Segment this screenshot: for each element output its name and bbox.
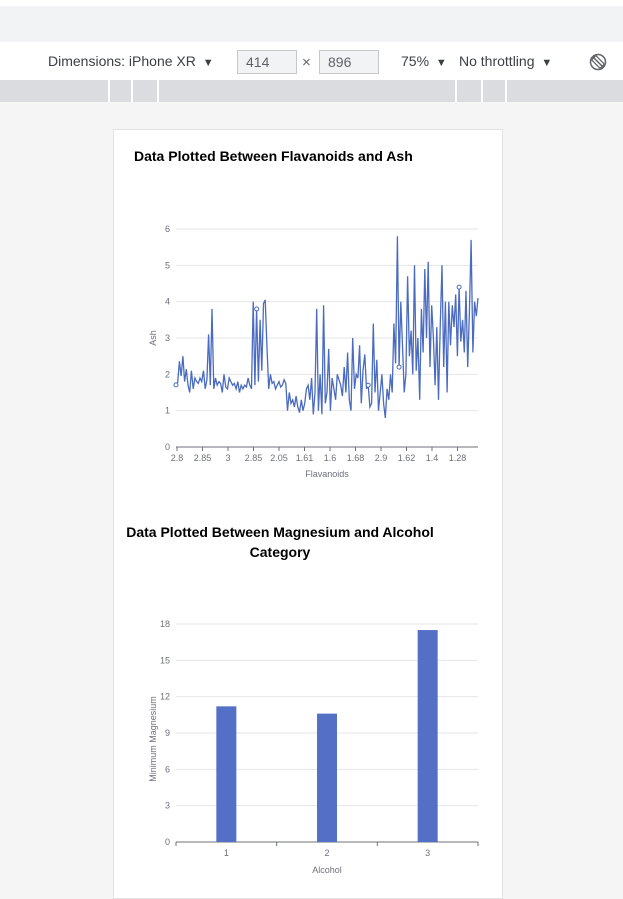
y-tick-label: 2 bbox=[165, 369, 170, 379]
times-symbol: × bbox=[302, 54, 311, 71]
y-tick-label: 4 bbox=[165, 297, 170, 307]
data-point bbox=[365, 382, 371, 388]
bar bbox=[317, 713, 337, 842]
y-tick-label: 3 bbox=[165, 801, 170, 811]
bar-chart-title: Data Plotted Between Magnesium and Alcoh… bbox=[114, 522, 502, 562]
width-input[interactable]: 414 bbox=[237, 50, 297, 74]
y-axis-label: Ash bbox=[148, 330, 158, 346]
x-tick-label: 2 bbox=[324, 848, 329, 858]
y-tick-label: 9 bbox=[165, 728, 170, 738]
x-tick-label: 2.9 bbox=[375, 453, 388, 463]
ruler-tick bbox=[481, 80, 483, 102]
device-toolbar: Dimensions: iPhone XR ▼ 414 × 896 75% ▼ … bbox=[0, 44, 623, 81]
device-viewport: Data Plotted Between Flavanoids and Ash … bbox=[113, 129, 503, 899]
x-tick-label: 2.8 bbox=[171, 453, 184, 463]
x-tick-label: 2.85 bbox=[194, 453, 212, 463]
y-axis-label: Minimum Magnesium bbox=[148, 696, 158, 782]
ruler-tick bbox=[455, 80, 457, 102]
data-point bbox=[254, 306, 260, 312]
device-dropdown-icon: ▼ bbox=[202, 57, 214, 69]
x-tick-label: 1.62 bbox=[398, 453, 416, 463]
ruler-tick bbox=[131, 80, 133, 102]
bar-chart-title-line1: Data Plotted Between Magnesium and Alcoh… bbox=[126, 524, 434, 540]
y-tick-label: 6 bbox=[165, 764, 170, 774]
data-point bbox=[173, 382, 179, 388]
y-tick-label: 1 bbox=[165, 406, 170, 416]
browser-top-strip bbox=[0, 0, 623, 45]
x-tick-label: 1.28 bbox=[449, 453, 467, 463]
bar bbox=[417, 630, 438, 842]
rotate-icon[interactable] bbox=[588, 52, 608, 72]
y-tick-label: 5 bbox=[165, 260, 170, 270]
ruler-tick bbox=[505, 80, 507, 102]
x-tick-label: 1.68 bbox=[347, 453, 365, 463]
zoom-label: 75% bbox=[401, 53, 430, 69]
data-point bbox=[456, 284, 462, 290]
y-tick-label: 0 bbox=[165, 837, 170, 847]
x-tick-label: 2.05 bbox=[270, 453, 288, 463]
x-tick-label: 3 bbox=[225, 453, 230, 463]
y-tick-label: 3 bbox=[165, 333, 170, 343]
x-axis-label: Flavanoids bbox=[305, 469, 349, 479]
address-bar-area bbox=[0, 6, 623, 42]
x-tick-label: 1 bbox=[224, 848, 229, 858]
zoom-dropdown-icon: ▼ bbox=[435, 57, 447, 69]
line-chart-title: Data Plotted Between Flavanoids and Ash bbox=[134, 148, 413, 164]
y-tick-label: 15 bbox=[160, 655, 170, 665]
ruler-tick bbox=[157, 80, 159, 102]
device-label: Dimensions: iPhone XR bbox=[48, 53, 196, 69]
y-tick-label: 18 bbox=[160, 619, 170, 629]
x-tick-label: 2.85 bbox=[245, 453, 263, 463]
bar bbox=[216, 706, 237, 842]
line-chart: 0 1 2 3 4 5 6 2.8 2.85 3 2.85 2.05 1.61 1.6 1.68 2.9 1.6… bbox=[148, 224, 479, 479]
device-select[interactable]: Dimensions: iPhone XR ▼ bbox=[48, 53, 214, 69]
x-axis-label: Alcohol bbox=[312, 865, 342, 875]
y-tick-label: 12 bbox=[160, 692, 170, 702]
ruler-tick bbox=[108, 80, 110, 102]
series-line bbox=[175, 236, 479, 418]
zoom-select[interactable]: 75% ▼ bbox=[401, 53, 447, 69]
throttle-label: No throttling bbox=[459, 53, 535, 69]
bar-chart-title-line2: Category bbox=[249, 544, 311, 560]
throttle-dropdown-icon: ▼ bbox=[541, 57, 553, 69]
x-tick-label: 1.6 bbox=[324, 453, 337, 463]
media-query-ruler bbox=[0, 80, 623, 102]
data-point bbox=[396, 364, 402, 370]
x-tick-label: 1.4 bbox=[426, 453, 439, 463]
height-input[interactable]: 896 bbox=[319, 50, 379, 74]
throttle-select[interactable]: No throttling ▼ bbox=[459, 53, 552, 69]
y-tick-label: 6 bbox=[165, 224, 170, 234]
x-tick-label: 3 bbox=[425, 848, 430, 858]
y-tick-label: 0 bbox=[165, 442, 170, 452]
x-tick-label: 1.61 bbox=[296, 453, 314, 463]
